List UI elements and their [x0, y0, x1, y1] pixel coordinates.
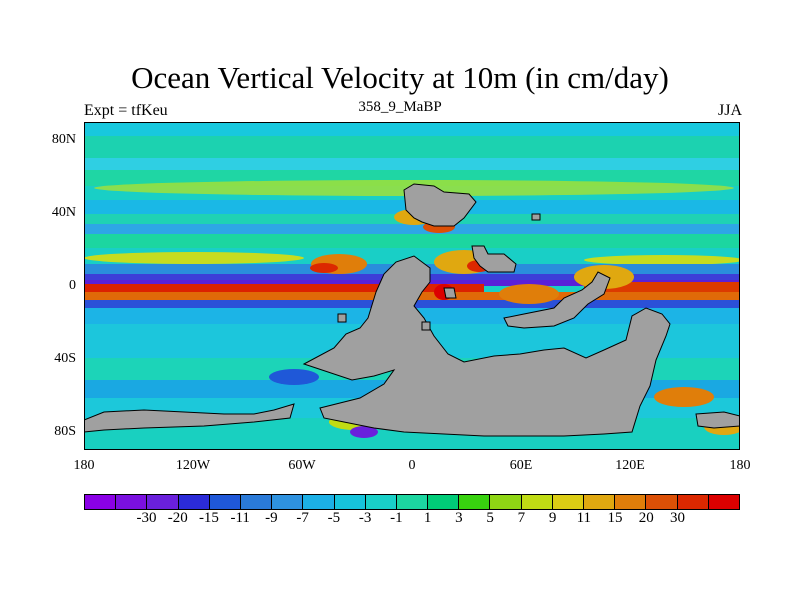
period-label: 358_9_MaBP — [358, 99, 442, 115]
colorbar-swatch — [272, 495, 304, 509]
season-label: JJA — [717, 102, 742, 119]
colorbar-label: -11 — [230, 510, 250, 526]
lon-label-60w: 60W — [288, 458, 316, 473]
colorbar-swatch — [334, 495, 366, 509]
colorbar-swatch — [428, 495, 460, 509]
southeast-island — [695, 411, 740, 429]
colorbar-swatch — [209, 495, 241, 509]
colorbar-swatch — [85, 495, 117, 509]
colorbar-label: -9 — [265, 510, 278, 526]
colorbar-label: 5 — [486, 510, 494, 526]
colorbar-label: 7 — [517, 510, 526, 526]
colorbar-label: -1 — [390, 510, 403, 526]
colorbar-label: -15 — [198, 510, 219, 526]
map-title: Ocean Vertical Velocity at 10m (in cm/da… — [131, 60, 669, 95]
colorbar-swatch — [521, 495, 553, 509]
colorbar-label: -5 — [327, 510, 341, 526]
colorbar-label: 9 — [548, 510, 557, 526]
colorbar-label: -3 — [358, 510, 372, 526]
colorbar-swatch — [490, 495, 522, 509]
colorbar-swatch — [303, 495, 335, 509]
eastern-peninsula — [503, 271, 611, 329]
lon-label-0: 0 — [408, 458, 416, 473]
lon-label-180e: 180 — [729, 458, 751, 473]
small-island-north — [531, 213, 541, 221]
colorbar-swatch — [116, 495, 148, 509]
colorbar-swatch — [677, 495, 709, 509]
lon-label-60e: 60E — [509, 458, 533, 473]
colorbar-label: 1 — [423, 510, 432, 526]
colorbar-label: -30 — [136, 510, 157, 526]
colorbar-swatch — [552, 495, 584, 509]
colorbar-label: 11 — [576, 510, 592, 526]
lat-label-40n: 40N — [51, 205, 76, 220]
lat-label-equator: 0 — [69, 278, 76, 293]
lon-label-180w: 180 — [73, 458, 95, 473]
northern-continent — [403, 183, 477, 227]
colorbar-label: -7 — [296, 510, 309, 526]
colorbar-label: -20 — [167, 510, 188, 526]
colorbar-label: 30 — [670, 510, 686, 526]
colorbar-swatch — [708, 495, 739, 509]
land-masses — [84, 183, 740, 437]
map-frame — [84, 122, 740, 450]
lat-label-40s: 40S — [54, 351, 76, 366]
colorbar-swatch — [240, 495, 273, 509]
colorbar-swatch — [615, 495, 647, 509]
middle-island — [471, 245, 517, 273]
colorbar-swatch — [147, 495, 179, 509]
lon-label-120w: 120W — [175, 458, 211, 473]
colorbar-swatch — [646, 495, 678, 509]
southern-supercontinent — [302, 255, 671, 437]
colorbar-swatch — [396, 495, 429, 509]
southern-islet-a — [337, 313, 347, 323]
velocity-map — [84, 122, 740, 450]
lat-label-80s: 80S — [54, 424, 76, 439]
colorbar-label: 20 — [638, 510, 654, 526]
colorbar-swatch — [365, 495, 397, 509]
southern-islet-b — [421, 321, 431, 331]
lat-label-80n: 80N — [51, 132, 76, 147]
equatorial-islet — [443, 287, 457, 299]
colorbar — [84, 494, 740, 510]
colorbar-swatch — [178, 495, 210, 509]
western-strip — [84, 403, 295, 433]
colorbar-swatch — [459, 495, 491, 509]
experiment-label: Expt = tfKeu — [84, 102, 168, 119]
lon-label-120e: 120E — [615, 458, 645, 473]
map-panel — [84, 122, 740, 450]
colorbar-label: 3 — [455, 510, 463, 526]
colorbar-label: 15 — [607, 510, 623, 526]
colorbar-swatch — [584, 495, 616, 509]
